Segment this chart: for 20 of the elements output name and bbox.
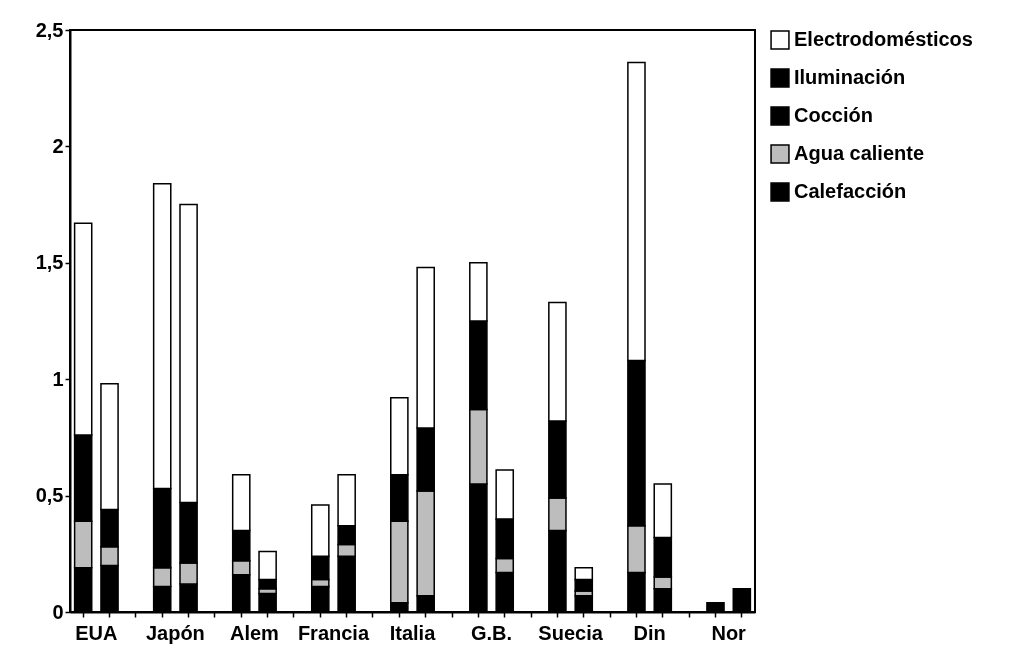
y-tick-label: 2,5 [35, 18, 64, 41]
legend-label: Agua caliente [794, 142, 925, 164]
x-tick-label: Nor [711, 621, 747, 644]
x-tick-label: G.B. [470, 621, 513, 644]
legend-label: Iluminación [794, 66, 906, 88]
x-tick-label: Suecia [538, 621, 604, 644]
y-tick-label: 0 [52, 600, 64, 623]
y-tick-label: 1 [52, 367, 64, 390]
legend-label: Calefacción [794, 180, 907, 202]
x-tick-label: Din [633, 621, 666, 644]
x-tick-label: Japón [145, 621, 205, 644]
x-tick-label: Francia [297, 621, 370, 644]
legend-label: Electrodomésticos [794, 28, 973, 50]
y-tick-label: 1,5 [35, 251, 64, 274]
x-tick-label: EUA [75, 621, 118, 644]
x-tick-label: Italia [389, 621, 437, 644]
y-tick-label: 0,5 [35, 484, 64, 507]
y-tick-label: 2 [52, 134, 64, 157]
legend-label: Cocción [794, 104, 873, 126]
x-tick-label: Alem [229, 621, 279, 644]
